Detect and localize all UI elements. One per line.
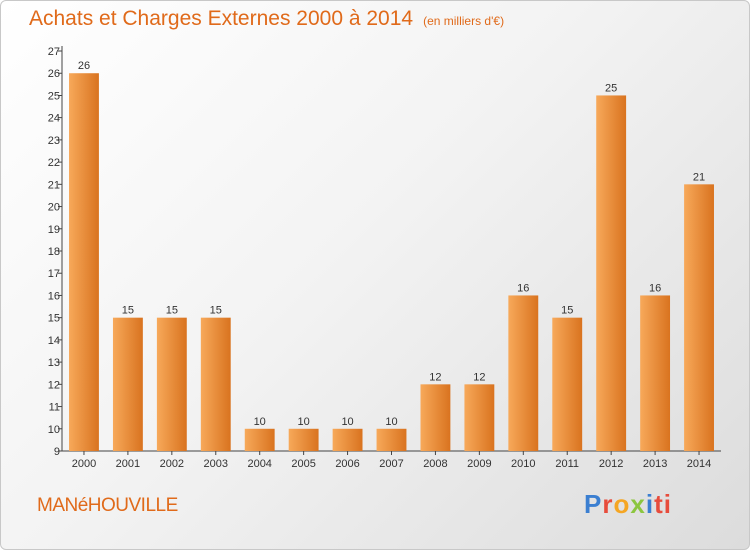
data-label: 10 [341, 416, 353, 428]
bar [69, 73, 99, 451]
logo-letter: o [613, 489, 631, 519]
logo-letter: r [602, 489, 614, 519]
y-tick-label: 24 [48, 113, 60, 125]
y-tick-label: 26 [48, 68, 60, 80]
x-tick-labels: 2000 2001 2002 2003 2004 2005 2006 2007 2008 2009… [72, 458, 712, 470]
x-tick-label: 2013 [643, 458, 667, 470]
bar [332, 428, 363, 451]
y-tick-label: 21 [48, 179, 60, 191]
logo-letter: ti [654, 489, 672, 519]
logo-letter: P [584, 489, 603, 519]
data-label: 15 [561, 305, 573, 317]
bars [69, 73, 714, 452]
data-label: 10 [298, 416, 310, 428]
chart-title-text: Achats et Charges Externes 2000 à 2014 [29, 7, 414, 30]
y-tick-label: 12 [48, 379, 60, 391]
data-label: 10 [254, 416, 266, 428]
place-name: MANéHOUVILLE [37, 495, 178, 516]
bar [288, 428, 319, 451]
data-label: 21 [693, 171, 705, 183]
bar [156, 317, 187, 451]
x-tick-label: 2006 [335, 458, 359, 470]
x-tick-label: 2004 [247, 458, 271, 470]
data-label: 12 [429, 371, 441, 383]
bar [552, 317, 583, 451]
bar [684, 184, 714, 452]
y-tick-label: 25 [48, 90, 60, 102]
bar [112, 317, 143, 451]
bar [508, 295, 539, 451]
bar [244, 428, 275, 451]
y-tick-label: 20 [48, 202, 60, 214]
bar [420, 384, 451, 451]
x-tick-label: 2012 [599, 458, 623, 470]
x-tick-label: 2000 [72, 458, 96, 470]
x-tick-label: 2007 [379, 458, 403, 470]
y-tick-label: 16 [48, 290, 60, 302]
y-tick-label: 22 [48, 157, 60, 169]
y-tick-labels: 9 10 11 12 13 14 15 16 17 18 19 20 21 22 23 24 25 26 27 [48, 46, 60, 458]
x-tick-label: 2009 [467, 458, 491, 470]
y-tick-label: 14 [48, 335, 60, 347]
x-tick-label: 2002 [160, 458, 184, 470]
y-tick-label: 17 [48, 268, 60, 280]
proxiti-logo: Proxiti [584, 489, 672, 520]
data-labels: 26 15 15 15 10 10 10 10 12 12 16 15 25 16 21 [78, 60, 705, 428]
y-tick-label: 27 [48, 46, 60, 58]
y-tick-label: 10 [48, 424, 60, 436]
x-tick-label: 2008 [423, 458, 447, 470]
chart-unit: (en milliers d'€) [423, 14, 505, 28]
bar [200, 317, 231, 451]
logo-letter: x [630, 489, 646, 519]
data-label: 25 [605, 82, 617, 94]
x-tick-label: 2011 [555, 458, 579, 470]
data-label: 26 [78, 60, 90, 72]
x-tick-label: 2014 [687, 458, 711, 470]
y-tick-label: 18 [48, 246, 60, 258]
bar [596, 95, 627, 451]
y-tick-label: 9 [54, 446, 60, 458]
data-label: 15 [122, 305, 134, 317]
y-tick-label: 15 [48, 313, 60, 325]
y-tick-label: 23 [48, 135, 60, 147]
data-label: 10 [385, 416, 397, 428]
bar [464, 384, 495, 451]
data-label: 12 [473, 371, 485, 383]
logo-letter: i [645, 489, 655, 519]
y-tick-label: 19 [48, 224, 60, 236]
x-tick-label: 2003 [204, 458, 228, 470]
data-label: 16 [649, 282, 661, 294]
bar [640, 295, 671, 451]
x-tick-label: 2001 [116, 458, 140, 470]
y-tick-label: 13 [48, 357, 60, 369]
bar [376, 428, 407, 451]
x-tick-label: 2010 [511, 458, 535, 470]
x-tick-label: 2005 [291, 458, 315, 470]
data-label: 15 [210, 305, 222, 317]
y-tick-label: 11 [49, 402, 60, 414]
chart-title: Achats et Charges Externes 2000 à 2014 (e… [29, 7, 504, 31]
data-label: 15 [166, 305, 178, 317]
data-label: 16 [517, 282, 529, 294]
